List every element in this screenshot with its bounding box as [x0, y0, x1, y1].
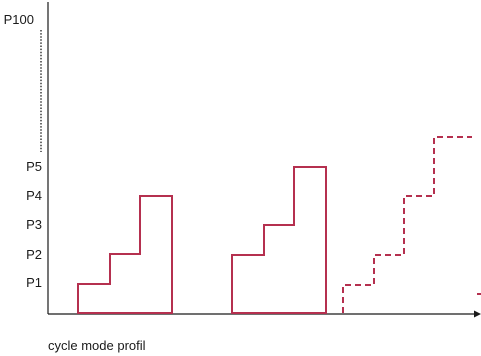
y-label-p3: P3 — [26, 217, 42, 232]
profile-3-dashed-staircase — [342, 136, 472, 313]
profile-1-staircase — [77, 195, 173, 314]
y-label-p5: P5 — [26, 159, 42, 174]
profile-2-staircase — [231, 166, 327, 314]
x-axis-arrowhead — [474, 310, 481, 318]
y-label-p1: P1 — [26, 275, 42, 290]
y-label-p2: P2 — [26, 247, 42, 262]
diagram-caption: cycle mode profil — [48, 338, 146, 353]
y-label-p100: P100 — [4, 12, 34, 27]
y-label-p4: P4 — [26, 188, 42, 203]
